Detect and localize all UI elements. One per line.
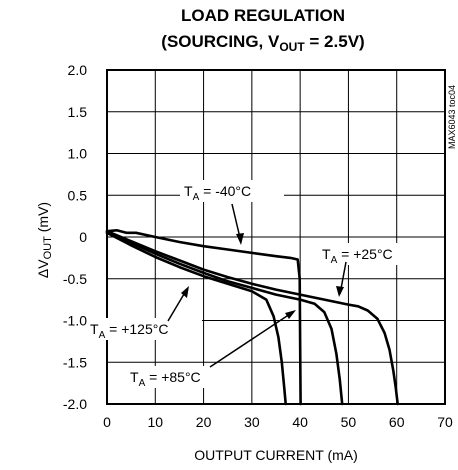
x-tick-labels: 0 10 20 30 40 50 60 70 xyxy=(103,414,453,430)
x-axis-label: OUTPUT CURRENT (mA) xyxy=(194,447,358,463)
plot-frame xyxy=(106,69,446,405)
annotation-plus125: TA = +125°C xyxy=(87,286,202,341)
y-tick-label: -1.0 xyxy=(63,313,87,329)
label-minus40: TA = -40°C xyxy=(184,183,251,203)
arrow-plus125 xyxy=(181,286,189,298)
annotation-plus85: TA = +85°C xyxy=(126,310,296,389)
y-tick-labels: 2.0 1.5 1.0 0.5 0 -0.5 -1.0 -1.5 -2.0 xyxy=(63,62,87,412)
arrow-minus40 xyxy=(236,233,244,245)
annotation-plus25: TA = +25°C xyxy=(318,243,422,297)
x-tick-label: 10 xyxy=(147,414,163,430)
x-tick-label: 30 xyxy=(244,414,260,430)
y-tick-label: 0 xyxy=(79,229,87,245)
label-plus125: TA = +125°C xyxy=(90,321,168,341)
arrow-plus85 xyxy=(285,310,296,319)
y-tick-label: -2.0 xyxy=(63,396,87,412)
y-tick-label: -1.5 xyxy=(63,354,87,370)
series-line-1 xyxy=(105,229,399,406)
x-tick-label: 50 xyxy=(341,414,357,430)
x-tick-label: 70 xyxy=(437,414,453,430)
series-line-2 xyxy=(105,231,344,406)
annotation-minus40: TA = -40°C xyxy=(180,180,284,245)
series-line-0 xyxy=(105,229,302,406)
series-curves xyxy=(105,229,399,406)
figure-code: MAX6043 toc04 xyxy=(447,85,457,149)
y-tick-label: -0.5 xyxy=(63,271,87,287)
label-plus25: TA = +25°C xyxy=(322,246,393,266)
y-tick-label: 1.5 xyxy=(68,104,88,120)
x-tick-label: 40 xyxy=(292,414,308,430)
chart-subtitle: (SOURCING, VOUT = 2.5V) xyxy=(161,32,364,54)
label-plus85: TA = +85°C xyxy=(130,369,201,389)
chart-title: LOAD REGULATION xyxy=(181,6,345,25)
x-tick-label: 0 xyxy=(103,414,111,430)
x-tick-label: 20 xyxy=(196,414,212,430)
y-tick-label: 2.0 xyxy=(68,62,88,78)
y-axis-label: ΔVOUT (mV) xyxy=(35,202,54,278)
arrow-plus25 xyxy=(336,286,344,297)
x-tick-label: 60 xyxy=(389,414,405,430)
series-line-3 xyxy=(105,231,287,406)
y-tick-label: 0.5 xyxy=(68,187,88,203)
y-tick-label: 1.0 xyxy=(68,146,88,162)
leader-plus85 xyxy=(209,311,294,368)
